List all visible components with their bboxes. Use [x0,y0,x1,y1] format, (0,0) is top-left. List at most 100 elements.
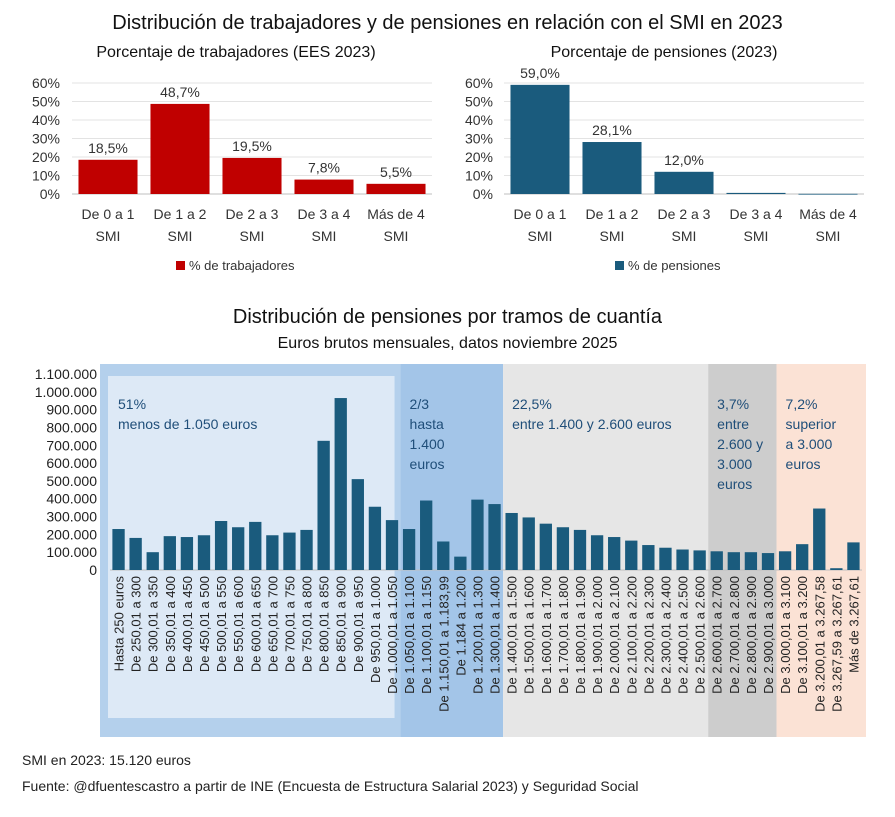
bar [385,520,399,570]
bar [522,517,535,570]
x-tick-label: SMI [672,228,697,244]
y-tick-label: 10% [32,168,60,184]
bar [420,500,433,570]
x-tick-label: De 3.100,01 a 3.200 [795,576,810,694]
x-tick-label: De 3 a 4 [730,206,783,222]
bar [317,440,330,570]
y-tick-label: 700.000 [46,437,97,453]
y-tick-label: 40% [465,112,493,128]
x-tick-label: De 1.800,01 a 1.900 [573,576,588,694]
x-tick-label: De 1.200,01 a 1.300 [470,576,485,694]
bar [222,157,282,194]
bar [659,547,672,570]
y-tick-label: 1.000.000 [35,384,97,400]
y-tick-label: 30% [32,131,60,147]
y-tick-label: 20% [32,149,60,165]
x-tick-label: De 750,01 a 800 [300,576,315,672]
bar [744,552,758,570]
x-tick-label: De 2.000,01 a 2.100 [607,576,622,694]
x-tick-label: De 1.600,01 a 1.700 [539,576,554,694]
bar [163,536,176,570]
x-tick-label: Hasta 250 euros [112,576,127,672]
bar [573,529,587,570]
data-label: 48,7% [160,84,200,100]
x-tick-label: De 550,01 a 600 [231,576,246,672]
bottom-chart-title: Distribución de pensiones por tramos de … [232,306,663,328]
band-annotation: euros [410,456,445,472]
x-tick-label: De 2.600,01 a 2.700 [710,576,725,694]
x-tick-label: De 3 a 4 [298,206,351,222]
bar [266,535,279,570]
bar [351,479,364,570]
smi-note: SMI en 2023: 15.120 euros [22,752,191,768]
x-tick-label: De 1.400,01 a 1.500 [505,576,520,694]
y-tick-label: 60% [32,75,60,91]
x-tick-label: De 1 a 2 [154,206,207,222]
main-title: Distribución de trabajadores y de pensio… [112,12,783,34]
bar [300,529,313,570]
bar [654,171,714,194]
bar [676,549,689,570]
bar [232,527,245,570]
data-label: 59,0% [520,65,560,81]
x-tick-label: De 1.100,01 a 1.150 [419,576,434,694]
band-annotation: 51% [118,396,146,412]
bar [505,512,518,570]
bar [180,537,194,570]
bar [437,541,450,570]
x-tick-label: De 1 a 2 [586,206,639,222]
bar [625,540,638,570]
y-tick-label: 1.100.000 [35,366,97,382]
bar [78,159,138,194]
bar [471,499,484,570]
x-tick-label: SMI [240,228,265,244]
x-tick-label: De 900,01 a 950 [351,576,366,672]
bar [726,192,786,194]
bar [830,568,843,570]
x-tick-label: De 1.300,01 a 1.400 [488,576,503,694]
y-tick-label: 60% [465,75,493,91]
x-tick-label: De 1.050,01 a 1.100 [402,576,417,694]
x-tick-label: De 0 a 1 [82,206,135,222]
band-annotation: 22,5% [512,396,552,412]
bar [249,521,262,570]
x-tick-label: De 1.700,01 a 1.800 [556,576,571,694]
x-tick-label: De 1.500,01 a 1.600 [522,576,537,694]
band-hasta-1400 [400,364,504,737]
y-tick-label: 800.000 [46,419,97,435]
bar [539,523,552,570]
y-tick-label: 20% [465,149,493,165]
x-tick-label: De 2.100,01 a 2.200 [624,576,639,694]
bar [813,508,826,570]
x-tick-label: De 800,01 a 850 [317,576,332,672]
bar [556,527,570,570]
band-annotation: 2/3 [410,396,430,412]
x-tick-label: De 2 a 3 [658,206,711,222]
y-tick-label: 50% [465,94,493,110]
bar [129,537,142,570]
bottom-chart-subtitle: Euros brutos mensuales, datos noviembre … [277,335,618,352]
x-tick-label: De 3.267,59 a 3.267,61 [829,576,844,712]
y-tick-label: 900.000 [46,402,97,418]
x-tick-label: De 400,01 a 450 [180,576,195,672]
x-tick-label: De 2.800,01 a 2.900 [744,576,759,694]
band-annotation: menos de 1.050 euros [118,416,257,432]
bar [334,398,347,570]
band-annotation: a 3.000 [786,436,833,452]
bar [582,142,642,194]
data-label: 28,1% [592,122,632,138]
y-tick-label: 40% [32,112,60,128]
x-tick-label: De 2.300,01 a 2.400 [658,576,673,694]
chart1-title: Porcentaje de trabajadores (EES 2023) [96,44,376,61]
bar [710,551,723,570]
band-annotation: 7,2% [786,396,818,412]
band-annotation: hasta [410,416,444,432]
x-tick-label: SMI [816,228,841,244]
legend-label: % de trabajadores [189,258,295,273]
y-tick-label: 10% [465,168,493,184]
data-label: 5,5% [380,164,412,180]
x-tick-label: De 3.000,01 a 3.100 [778,576,793,694]
bar [150,103,210,194]
chart1-workers: 0% 10% 20% 30% 40% 50% 60% 18,5% De 0 a 1 SMI 48,7… [32,75,432,273]
band-annotation: 3.000 [717,456,752,472]
